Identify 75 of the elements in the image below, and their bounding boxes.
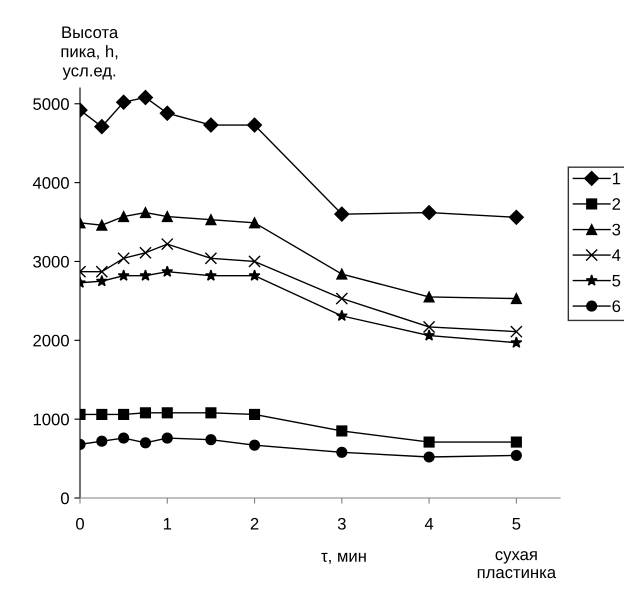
point (422, 320, 436, 334)
point (162, 210, 173, 222)
point (162, 432, 173, 444)
point (140, 407, 152, 418)
point (510, 336, 522, 348)
point (248, 217, 260, 228)
point (424, 291, 435, 302)
point (162, 407, 173, 418)
point (423, 329, 436, 341)
point (248, 269, 261, 281)
point (118, 432, 130, 444)
point (205, 214, 216, 226)
legend-label: 5 (612, 274, 620, 287)
point (510, 450, 522, 461)
x-tick-label: 1 (164, 518, 172, 530)
point (508, 210, 524, 225)
point (204, 252, 218, 265)
point (139, 246, 152, 260)
point (161, 265, 174, 277)
point (424, 451, 435, 463)
point (118, 269, 130, 281)
point (336, 292, 348, 305)
point (336, 446, 348, 458)
x-tick-label: 2 (250, 518, 258, 530)
point (204, 269, 217, 281)
point (205, 407, 216, 418)
point (139, 269, 152, 281)
point (205, 434, 216, 446)
legend-label: 6 (612, 300, 620, 312)
point (246, 117, 262, 133)
point (203, 117, 218, 133)
point (116, 94, 132, 110)
legend-label: 2 (612, 198, 620, 210)
point (96, 274, 108, 286)
point (424, 436, 435, 448)
point (118, 210, 130, 222)
point (96, 436, 108, 447)
point (140, 437, 152, 448)
y-tick-label: 4000 (32, 177, 69, 189)
y-tick-label: 0 (60, 492, 69, 504)
point (140, 207, 152, 218)
legend-label: 1 (612, 172, 620, 184)
point (96, 265, 108, 278)
point (248, 255, 261, 268)
point (160, 106, 175, 121)
x-axis-title: τ, мин (321, 552, 366, 564)
point (96, 408, 108, 420)
point (96, 220, 108, 231)
point (248, 408, 260, 420)
legend-label: 4 (612, 249, 620, 261)
point (336, 310, 348, 322)
x-tick-label: 3 (338, 518, 346, 530)
text: сухая пластинка (478, 551, 556, 578)
point (422, 205, 437, 220)
y-axis-title: Высота пика, h, усл.ед. (62, 26, 118, 80)
point (138, 90, 154, 106)
y-tick-label: 1000 (34, 414, 69, 426)
point (336, 268, 348, 280)
point (510, 325, 523, 338)
y-tick-label: 5000 (33, 98, 69, 110)
point (334, 206, 350, 222)
point (118, 408, 130, 420)
y-tick-label: 3000 (33, 256, 69, 268)
point (117, 252, 130, 265)
x-tick-label: 5 (512, 518, 520, 530)
point (510, 436, 522, 448)
point (510, 292, 522, 304)
point (336, 425, 348, 437)
y-tick-label: 2000 (33, 334, 69, 347)
point (248, 440, 260, 451)
x-tick-label: 0 (76, 518, 84, 530)
legend-label: 3 (612, 224, 620, 236)
point (94, 119, 110, 134)
x-tick-label: 4 (424, 518, 434, 530)
point (161, 238, 174, 250)
